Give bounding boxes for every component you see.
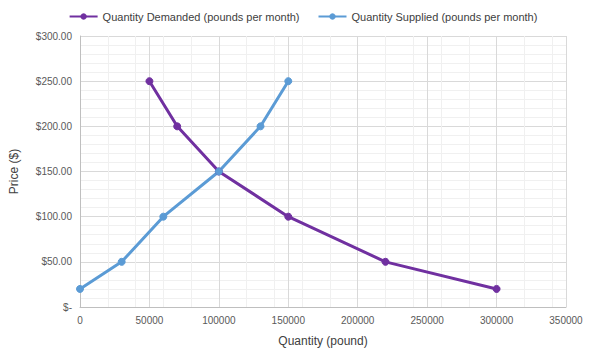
svg-text:$200.00: $200.00 (36, 121, 73, 132)
svg-text:350000: 350000 (549, 315, 583, 326)
svg-text:$300.00: $300.00 (36, 31, 73, 42)
svg-text:150000: 150000 (272, 315, 306, 326)
svg-text:100000: 100000 (202, 315, 236, 326)
svg-text:$100.00: $100.00 (36, 211, 73, 222)
svg-text:$250.00: $250.00 (36, 76, 73, 87)
svg-text:50000: 50000 (136, 315, 164, 326)
svg-text:0: 0 (77, 315, 83, 326)
svg-text:$50.00: $50.00 (41, 256, 72, 267)
svg-text:Quantity Demanded (pounds per: Quantity Demanded (pounds per month) (103, 11, 300, 23)
svg-text:300000: 300000 (480, 315, 514, 326)
svg-text:Price ($): Price ($) (7, 149, 21, 194)
svg-text:$-: $- (63, 302, 72, 313)
svg-text:250000: 250000 (410, 315, 444, 326)
svg-text:Quantity Supplied (pounds per: Quantity Supplied (pounds per month) (352, 11, 538, 23)
svg-text:$150.00: $150.00 (36, 166, 73, 177)
svg-text:200000: 200000 (341, 315, 375, 326)
svg-text:Quantity (pound): Quantity (pound) (278, 334, 367, 348)
